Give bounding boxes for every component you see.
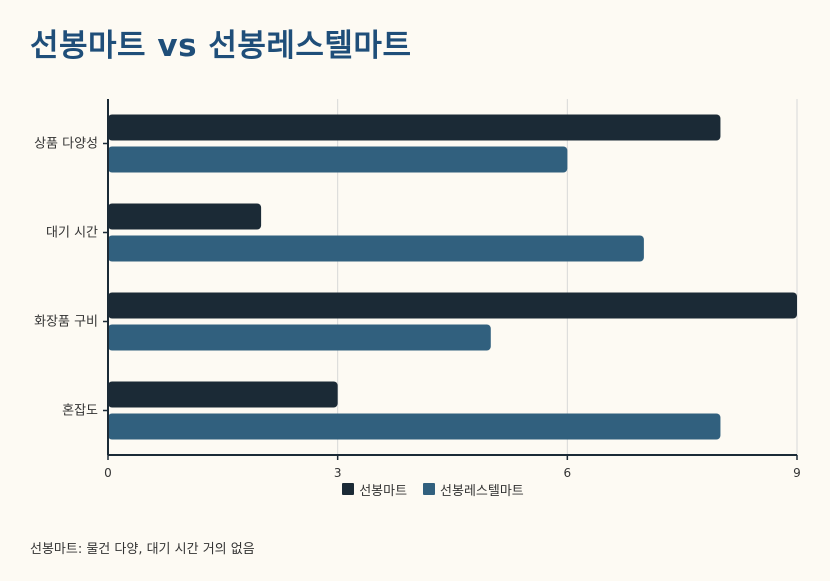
bar-series-2-cat-2 bbox=[108, 235, 644, 262]
bar-series-1-cat-3 bbox=[108, 292, 797, 319]
y-tick-label-1: 상품 다양성 bbox=[34, 137, 98, 152]
bar-series-1-cat-4 bbox=[108, 381, 338, 408]
bar-series-2-cat-1 bbox=[108, 146, 568, 173]
y-tick-label-3: 화장품 구비 bbox=[34, 315, 98, 330]
legend-swatch-series-2 bbox=[423, 483, 436, 495]
chart-footnote: 선봉마트: 물건 다양, 대기 시간 거의 없음 bbox=[30, 542, 255, 557]
bar-series-2-cat-3 bbox=[108, 324, 491, 351]
bar-series-2-cat-4 bbox=[108, 413, 721, 440]
legend-item-series-1[interactable]: 선봉마트 bbox=[342, 479, 407, 499]
bar-series-1-cat-1 bbox=[108, 114, 721, 141]
x-tick-label-3: 9 bbox=[793, 466, 801, 480]
legend-item-series-2[interactable]: 선봉레스텔마트 bbox=[423, 479, 524, 499]
bar-series-1-cat-2 bbox=[108, 203, 262, 230]
legend-swatch-series-1 bbox=[342, 483, 355, 495]
legend-label-series-2: 선봉레스텔마트 bbox=[440, 483, 524, 499]
x-tick-label-1: 3 bbox=[334, 466, 342, 480]
x-tick-label-0: 0 bbox=[104, 466, 112, 480]
y-tick-label-4: 혼잡도 bbox=[62, 404, 98, 419]
legend-label-series-1: 선봉마트 bbox=[359, 483, 408, 499]
x-tick-label-2: 6 bbox=[564, 466, 572, 480]
y-tick-label-2: 대기 시간 bbox=[46, 226, 98, 241]
chart-legend: 선봉마트 선봉레스텔마트 bbox=[0, 479, 830, 499]
chart-title: 선봉마트 vs 선봉레스텔마트 bbox=[30, 28, 412, 64]
